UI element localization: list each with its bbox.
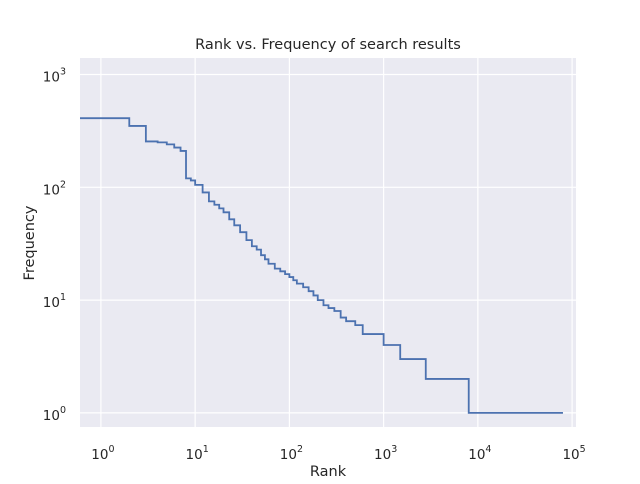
chart-title: Rank vs. Frequency of search results (195, 37, 461, 53)
y-tick-label-0: 100 (43, 405, 66, 424)
y-tick-exponent: 2 (60, 179, 66, 190)
y-tick-label-3: 103 (43, 66, 66, 85)
x-tick-exponent: 1 (203, 444, 209, 455)
x-tick-base: 10 (186, 447, 203, 463)
y-tick-label-1: 101 (43, 292, 66, 311)
x-tick-label-0: 100 (91, 444, 114, 463)
x-tick-exponent: 2 (297, 444, 303, 455)
x-tick-label-5: 105 (562, 444, 585, 463)
y-tick-exponent: 3 (60, 66, 66, 77)
y-tick-base: 10 (43, 69, 60, 85)
x-tick-exponent: 4 (485, 444, 491, 455)
x-tick-label-4: 104 (468, 444, 491, 463)
y-axis-label: Frequency (22, 205, 38, 280)
x-tick-base: 10 (562, 447, 579, 463)
y-tick-base: 10 (43, 182, 60, 198)
series-line (80, 117, 563, 414)
x-tick-base: 10 (280, 447, 297, 463)
plot-background (80, 58, 576, 427)
x-tick-label-2: 102 (280, 444, 303, 463)
y-tick-exponent: 1 (60, 292, 66, 303)
y-tick-base: 10 (43, 295, 60, 311)
x-tick-label-3: 103 (374, 444, 397, 463)
y-tick-exponent: 0 (60, 405, 66, 416)
x-tick-exponent: 3 (391, 444, 397, 455)
x-tick-labels: 100 101 102 103 104 105 (91, 444, 585, 463)
grid-lines (80, 58, 576, 427)
x-tick-label-1: 101 (186, 444, 209, 463)
x-tick-base: 10 (468, 447, 485, 463)
y-tick-base: 10 (43, 408, 60, 424)
x-tick-exponent: 5 (580, 444, 586, 455)
x-tick-base: 10 (91, 447, 108, 463)
x-tick-exponent: 0 (108, 444, 114, 455)
y-tick-label-2: 102 (43, 179, 66, 198)
x-axis-label: Rank (310, 464, 347, 480)
x-tick-base: 10 (374, 447, 391, 463)
